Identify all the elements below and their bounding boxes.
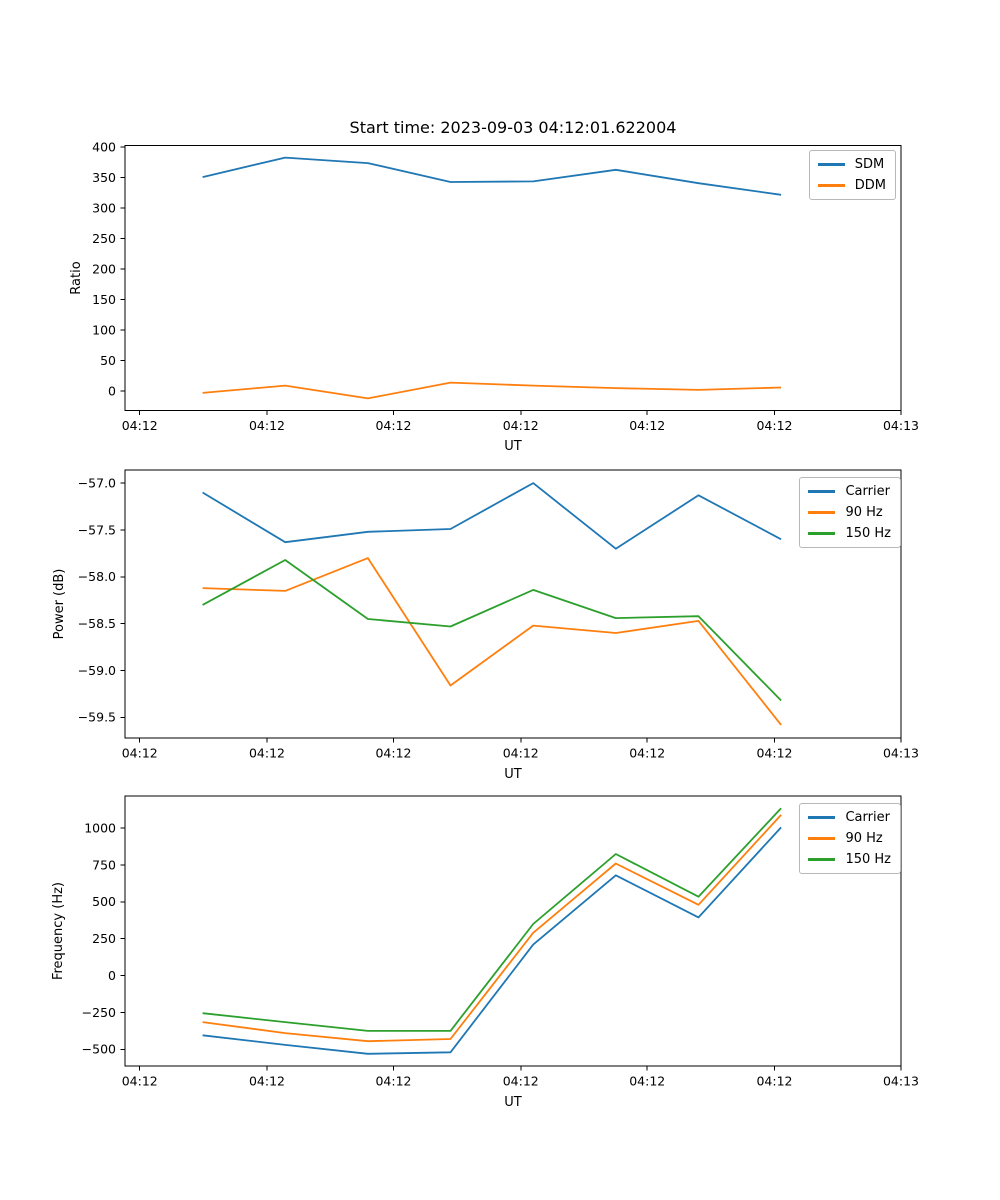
legend-entry: 90 Hz — [808, 502, 891, 523]
legend-label: 150 Hz — [845, 526, 891, 541]
y-tick-label: 400 — [92, 140, 116, 155]
legend-label: SDM — [854, 157, 885, 172]
series-line-sdm — [202, 156, 782, 196]
y-tick-label: 100 — [92, 322, 116, 337]
y-tick-label: 0 — [108, 968, 116, 983]
axes-spine — [124, 145, 902, 411]
legend-entry: DDM — [817, 175, 886, 196]
legend-entry: 150 Hz — [808, 849, 891, 870]
series-line-150-hz — [202, 559, 782, 702]
legend-entry: 90 Hz — [808, 828, 891, 849]
legend-label: 150 Hz — [845, 852, 891, 867]
series-line-ddm — [202, 381, 782, 400]
legend-frequency: Carrier 90 Hz 150 Hz — [799, 803, 901, 874]
legend-entry: SDM — [817, 154, 886, 175]
axes-spine — [124, 469, 902, 739]
y-tick-label: −57.5 — [78, 522, 116, 537]
legend-power: Carrier 90 Hz 150 Hz — [799, 477, 901, 548]
series-line-90-hz — [202, 814, 782, 1043]
x-tick-label: 04:12 — [503, 746, 539, 761]
series-line-150-hz — [202, 807, 782, 1032]
y-axis-label-power: Power (dB) — [52, 568, 67, 640]
y-tick-label: 500 — [92, 894, 116, 909]
chart-title: Start time: 2023-09-03 04:12:01.622004 — [349, 118, 677, 137]
y-tick-label: −500 — [82, 1042, 116, 1057]
x-tick-label: 04:12 — [375, 746, 411, 761]
legend-ratio: SDM DDM — [808, 150, 896, 200]
x-tick-label: 04:12 — [122, 746, 158, 761]
legend-line-sample — [808, 532, 836, 535]
y-tick-label: −250 — [82, 1005, 116, 1020]
y-tick-label: 200 — [92, 261, 116, 276]
legend-label: 90 Hz — [845, 831, 883, 846]
legend-label: Carrier — [845, 484, 890, 499]
x-tick-label: 04:12 — [756, 1074, 792, 1089]
legend-label: 90 Hz — [845, 505, 883, 520]
legend-line-sample — [808, 837, 836, 840]
x-tick-label: 04:12 — [629, 746, 665, 761]
y-tick-label: 0 — [108, 383, 116, 398]
x-tick-label: 04:12 — [503, 1074, 539, 1089]
axes-spine — [124, 795, 902, 1067]
series-line-carrier — [202, 826, 782, 1055]
x-tick-label: 04:13 — [883, 418, 919, 433]
x-tick-label: 04:12 — [249, 1074, 285, 1089]
legend-line-sample — [808, 816, 836, 819]
y-tick-label: 350 — [92, 170, 116, 185]
x-axis-label-ut-top: UT — [504, 439, 522, 454]
y-tick-label: −58.5 — [78, 616, 116, 631]
x-tick-label: 04:12 — [629, 1074, 665, 1089]
y-axis-label-ratio: Ratio — [69, 261, 84, 295]
x-tick-label: 04:13 — [883, 746, 919, 761]
x-tick-label: 04:12 — [249, 746, 285, 761]
y-tick-label: 150 — [92, 292, 116, 307]
x-tick-label: 04:13 — [883, 1074, 919, 1089]
x-axis-label-ut-middle: UT — [504, 767, 522, 782]
y-tick-label: 750 — [92, 857, 116, 872]
x-axis-label-ut-bottom: UT — [504, 1095, 522, 1110]
y-tick-label: −57.0 — [78, 475, 116, 490]
x-tick-label: 04:12 — [756, 746, 792, 761]
legend-line-sample — [808, 490, 836, 493]
x-tick-label: 04:12 — [122, 418, 158, 433]
x-tick-label: 04:12 — [629, 418, 665, 433]
x-tick-label: 04:12 — [375, 1074, 411, 1089]
legend-entry: 150 Hz — [808, 523, 891, 544]
y-tick-label: 1000 — [84, 820, 116, 835]
legend-line-sample — [808, 858, 836, 861]
series-line-90-hz — [202, 557, 782, 726]
y-tick-label: 50 — [100, 353, 116, 368]
series-line-carrier — [202, 482, 782, 550]
y-tick-label: −58.0 — [78, 569, 116, 584]
x-tick-label: 04:12 — [756, 418, 792, 433]
y-tick-label: 300 — [92, 200, 116, 215]
x-tick-label: 04:12 — [122, 1074, 158, 1089]
legend-line-sample — [808, 511, 836, 514]
legend-label: Carrier — [845, 810, 890, 825]
y-tick-label: 250 — [92, 231, 116, 246]
legend-line-sample — [817, 184, 845, 187]
legend-entry: Carrier — [808, 481, 891, 502]
y-axis-label-frequency: Frequency (Hz) — [51, 881, 66, 981]
legend-entry: Carrier — [808, 807, 891, 828]
y-tick-label: −59.0 — [78, 663, 116, 678]
y-tick-label: 250 — [92, 931, 116, 946]
x-tick-label: 04:12 — [375, 418, 411, 433]
y-tick-label: −59.5 — [78, 710, 116, 725]
legend-label: DDM — [854, 178, 886, 193]
legend-line-sample — [817, 163, 845, 166]
x-tick-label: 04:12 — [249, 418, 285, 433]
x-tick-label: 04:12 — [503, 418, 539, 433]
